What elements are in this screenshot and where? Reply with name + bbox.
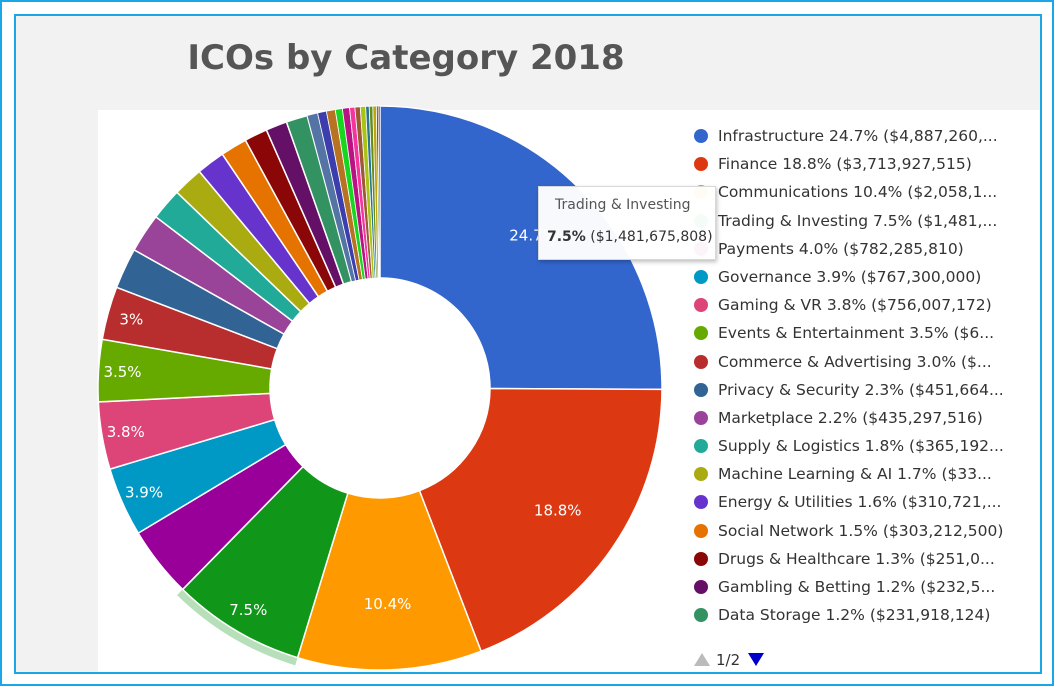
slice-data-label: 3.5% [103,363,141,381]
legend-label: Events & Entertainment 3.5% ($6... [718,324,995,343]
chart-title: ICOs by Category 2018 [187,38,625,78]
donut-chart: 24.7%18.8%10.4%7.5%3.9%3.8%3.5%3% [97,105,663,671]
legend-item[interactable]: Drugs & Healthcare 1.3% ($251,0... [692,545,1032,573]
legend-item[interactable]: Data Storage 1.2% ($231,918,124) [692,601,1032,629]
legend-label: Energy & Utilities 1.6% ($310,721,... [718,493,1002,512]
legend-label: Finance 18.8% ($3,713,927,515) [718,155,972,174]
legend-label: Commerce & Advertising 3.0% ($... [718,352,992,371]
legend-item[interactable]: Supply & Logistics 1.8% ($365,192... [692,432,1032,460]
pie-slice-communications[interactable] [296,489,483,671]
legend-pager: 1/2 [694,650,765,669]
pie-slice-finance[interactable] [418,387,663,653]
tooltip-title: Trading & Investing [555,197,691,213]
pie-slice-infrastructure[interactable] [379,105,663,391]
legend-prev-arrow-icon[interactable] [694,653,710,666]
legend-page-indicator: 1/2 [716,650,741,669]
tooltip-value: ($1,481,675,808) [590,229,713,245]
legend-dot-icon [694,439,708,454]
legend-dot-icon [694,551,708,566]
legend-dot-icon [694,523,708,538]
tooltip-percent: 7.5% [547,229,586,245]
legend-item[interactable]: Payments 4.0% ($782,285,810) [692,235,1032,263]
legend-item[interactable]: Communications 10.4% ($2,058,1... [692,178,1032,206]
legend-label: Supply & Logistics 1.8% ($365,192... [718,437,1004,456]
legend: Infrastructure 24.7% ($4,887,260,... Fina… [692,122,1032,629]
legend-label: Social Network 1.5% ($303,212,500) [718,521,1004,540]
legend-item[interactable]: Machine Learning & AI 1.7% ($33... [692,460,1032,488]
legend-item[interactable]: Marketplace 2.2% ($435,297,516) [692,404,1032,432]
legend-dot-icon [694,608,708,623]
legend-label: Privacy & Security 2.3% ($451,664... [718,380,1004,399]
legend-next-arrow-icon[interactable] [748,653,765,666]
legend-dot-icon [694,298,708,313]
legend-label: Marketplace 2.2% ($435,297,516) [718,408,983,427]
legend-dot-icon [694,326,708,341]
legend-label: Drugs & Healthcare 1.3% ($251,0... [718,549,995,568]
legend-label: Gaming & VR 3.8% ($756,007,172) [718,296,992,315]
legend-dot-icon [694,580,708,594]
legend-item[interactable]: Infrastructure 24.7% ($4,887,260,... [692,122,1032,150]
legend-dot-icon [694,467,708,482]
legend-item[interactable]: Privacy & Security 2.3% ($451,664... [692,376,1032,404]
legend-dot-icon [694,354,708,369]
legend-label: Trading & Investing 7.5% ($1,481,... [718,211,998,230]
legend-dot-icon [694,129,708,143]
slice-data-label: 10.4% [364,595,412,613]
slice-data-label: 3.9% [125,483,163,501]
legend-dot-icon [694,269,708,284]
legend-item[interactable]: Governance 3.9% ($767,300,000) [692,263,1032,291]
slice-data-label: 7.5% [229,601,267,619]
legend-dot-icon [694,410,708,425]
legend-item[interactable]: Gaming & VR 3.8% ($756,007,172) [692,291,1032,319]
legend-label: Data Storage 1.2% ($231,918,124) [718,606,991,625]
legend-item[interactable]: Social Network 1.5% ($303,212,500) [692,517,1032,545]
slice-data-label: 18.8% [534,502,582,520]
tooltip-line: 7.5% ($1,481,675,808) [547,229,713,245]
legend-label: Payments 4.0% ($782,285,810) [718,239,964,258]
legend-label: Governance 3.9% ($767,300,000) [718,267,982,286]
slice-highlight-halo [177,589,298,666]
legend-dot-icon [694,157,708,172]
legend-label: Machine Learning & AI 1.7% ($33... [718,465,992,484]
tooltip: Trading & Investing 7.5% ($1,481,675,808… [538,186,716,260]
legend-dot-icon [694,382,708,397]
pie-slice-other[interactable] [377,105,381,279]
slice-data-label: 3.8% [107,423,145,441]
chart-container: ICOs by Category 2018 24.7% 18.8% 10.4% 7.5… [14,14,1042,674]
legend-item[interactable]: Events & Entertainment 3.5% ($6... [692,319,1032,347]
legend-item[interactable]: Gambling & Betting 1.2% ($232,5... [692,573,1032,601]
legend-item[interactable]: Finance 18.8% ($3,713,927,515) [692,150,1032,178]
legend-item[interactable]: Energy & Utilities 1.6% ($310,721,... [692,488,1032,516]
legend-label: Infrastructure 24.7% ($4,887,260,... [718,127,998,145]
legend-label: Communications 10.4% ($2,058,1... [718,183,998,202]
legend-item[interactable]: Trading & Investing 7.5% ($1,481,... [692,207,1032,235]
legend-dot-icon [694,495,708,510]
legend-label: Gambling & Betting 1.2% ($232,5... [718,578,996,596]
legend-item[interactable]: Commerce & Advertising 3.0% ($... [692,348,1032,376]
slice-data-label: 3% [119,310,143,328]
